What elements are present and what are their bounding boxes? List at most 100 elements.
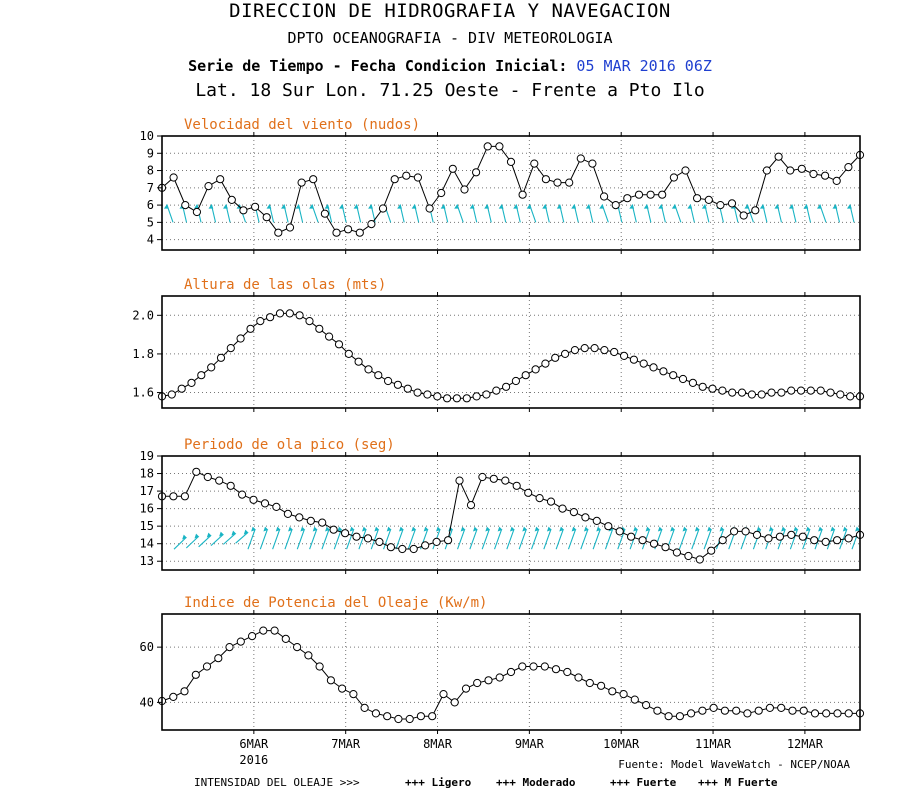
- data-point: [181, 201, 190, 210]
- data-point: [730, 527, 739, 536]
- data-point: [844, 534, 853, 543]
- data-point: [495, 673, 504, 682]
- data-point: [707, 546, 716, 555]
- data-point: [246, 324, 255, 333]
- arrow: [198, 535, 212, 548]
- data-point: [718, 536, 727, 545]
- x-tick-label: 8MAR: [423, 737, 453, 751]
- data-point: [448, 164, 457, 173]
- data-point: [460, 185, 469, 194]
- arrow-head: [469, 203, 475, 209]
- data-point: [821, 537, 830, 547]
- arrow: [296, 529, 305, 550]
- data-point: [203, 472, 212, 482]
- arrow: [543, 529, 552, 550]
- arrow-head: [374, 526, 380, 532]
- arrow-head: [193, 203, 199, 209]
- arrow-head: [645, 526, 651, 532]
- x-tick-label: 7MAR: [331, 737, 361, 751]
- data-point: [202, 662, 212, 671]
- data-point: [437, 188, 446, 198]
- data-point: [816, 386, 825, 395]
- data-point: [627, 532, 636, 541]
- data-point: [251, 202, 260, 211]
- data-point: [402, 171, 411, 180]
- arrow-head: [701, 203, 707, 209]
- arrow: [395, 529, 404, 550]
- data-point: [506, 667, 516, 677]
- data-point: [238, 490, 247, 499]
- arrow-head: [472, 526, 478, 532]
- y-tick-label: 9: [147, 146, 154, 160]
- arrow-head: [353, 203, 359, 209]
- arrow-head: [846, 203, 852, 209]
- panel-title: Altura de las olas (mts): [184, 277, 386, 293]
- data-point: [608, 687, 617, 696]
- data-point: [461, 684, 471, 693]
- arrow: [802, 529, 811, 550]
- data-point: [678, 374, 688, 384]
- arrow: [333, 529, 342, 550]
- arrow: [247, 529, 256, 550]
- x-tick-label: 11MAR: [695, 737, 732, 751]
- data-point: [604, 522, 613, 531]
- arrow-head: [707, 526, 713, 532]
- data-point: [610, 347, 619, 357]
- data-point: [693, 194, 702, 203]
- y-tick-label: 2.0: [132, 308, 154, 322]
- data-point: [649, 539, 659, 548]
- arrow: [222, 533, 236, 545]
- arrow: [592, 529, 601, 550]
- data-point: [592, 516, 601, 526]
- data-point: [741, 527, 750, 536]
- data-point: [688, 378, 698, 387]
- data-point: [531, 365, 540, 374]
- data-point: [180, 492, 189, 501]
- data-point: [405, 714, 414, 724]
- data-point: [352, 532, 361, 541]
- data-point: [320, 209, 329, 218]
- panel-title: Periodo de ola pico (seg): [184, 437, 395, 453]
- data-point: [344, 349, 353, 358]
- y-tick-label: 6: [147, 198, 154, 212]
- panel-1: Velocidad del viento (nudos) 4 5 6 7 8 9 10: [140, 117, 865, 254]
- data-point: [634, 190, 644, 199]
- data-point: [574, 673, 583, 682]
- data-point: [306, 516, 315, 526]
- data-point: [524, 488, 533, 497]
- data-point: [386, 543, 395, 552]
- arrow-head: [325, 526, 330, 532]
- data-point: [466, 501, 476, 510]
- data-point: [239, 206, 248, 215]
- arrow-head: [349, 526, 355, 532]
- arrow-head: [596, 526, 602, 532]
- data-point: [502, 382, 511, 391]
- data-point: [169, 692, 178, 702]
- arrow-head: [526, 203, 532, 209]
- data-point: [275, 309, 285, 318]
- data-point: [751, 206, 760, 215]
- arrow-head: [768, 526, 774, 532]
- arrow-head: [633, 526, 639, 532]
- arrow: [272, 529, 281, 550]
- data-point: [482, 390, 491, 399]
- data-point: [512, 481, 521, 490]
- data-point: [384, 376, 393, 386]
- arrow-head: [571, 526, 577, 532]
- data-point: [495, 142, 504, 151]
- data-point: [669, 173, 679, 182]
- data-point: [752, 530, 762, 540]
- arrow-head: [454, 203, 459, 209]
- legend-item: +++ Fuerte: [610, 776, 677, 789]
- arrow-head: [793, 526, 799, 532]
- data-point: [483, 142, 492, 151]
- arrow-head: [805, 526, 811, 532]
- arrow-head: [816, 203, 822, 209]
- data-point: [672, 548, 682, 557]
- data-point: [649, 363, 658, 372]
- arrow-head: [599, 203, 605, 209]
- arrow: [469, 529, 478, 550]
- data-point: [215, 476, 224, 485]
- arrow: [678, 529, 687, 550]
- y-tick-label: 1.8: [132, 347, 154, 361]
